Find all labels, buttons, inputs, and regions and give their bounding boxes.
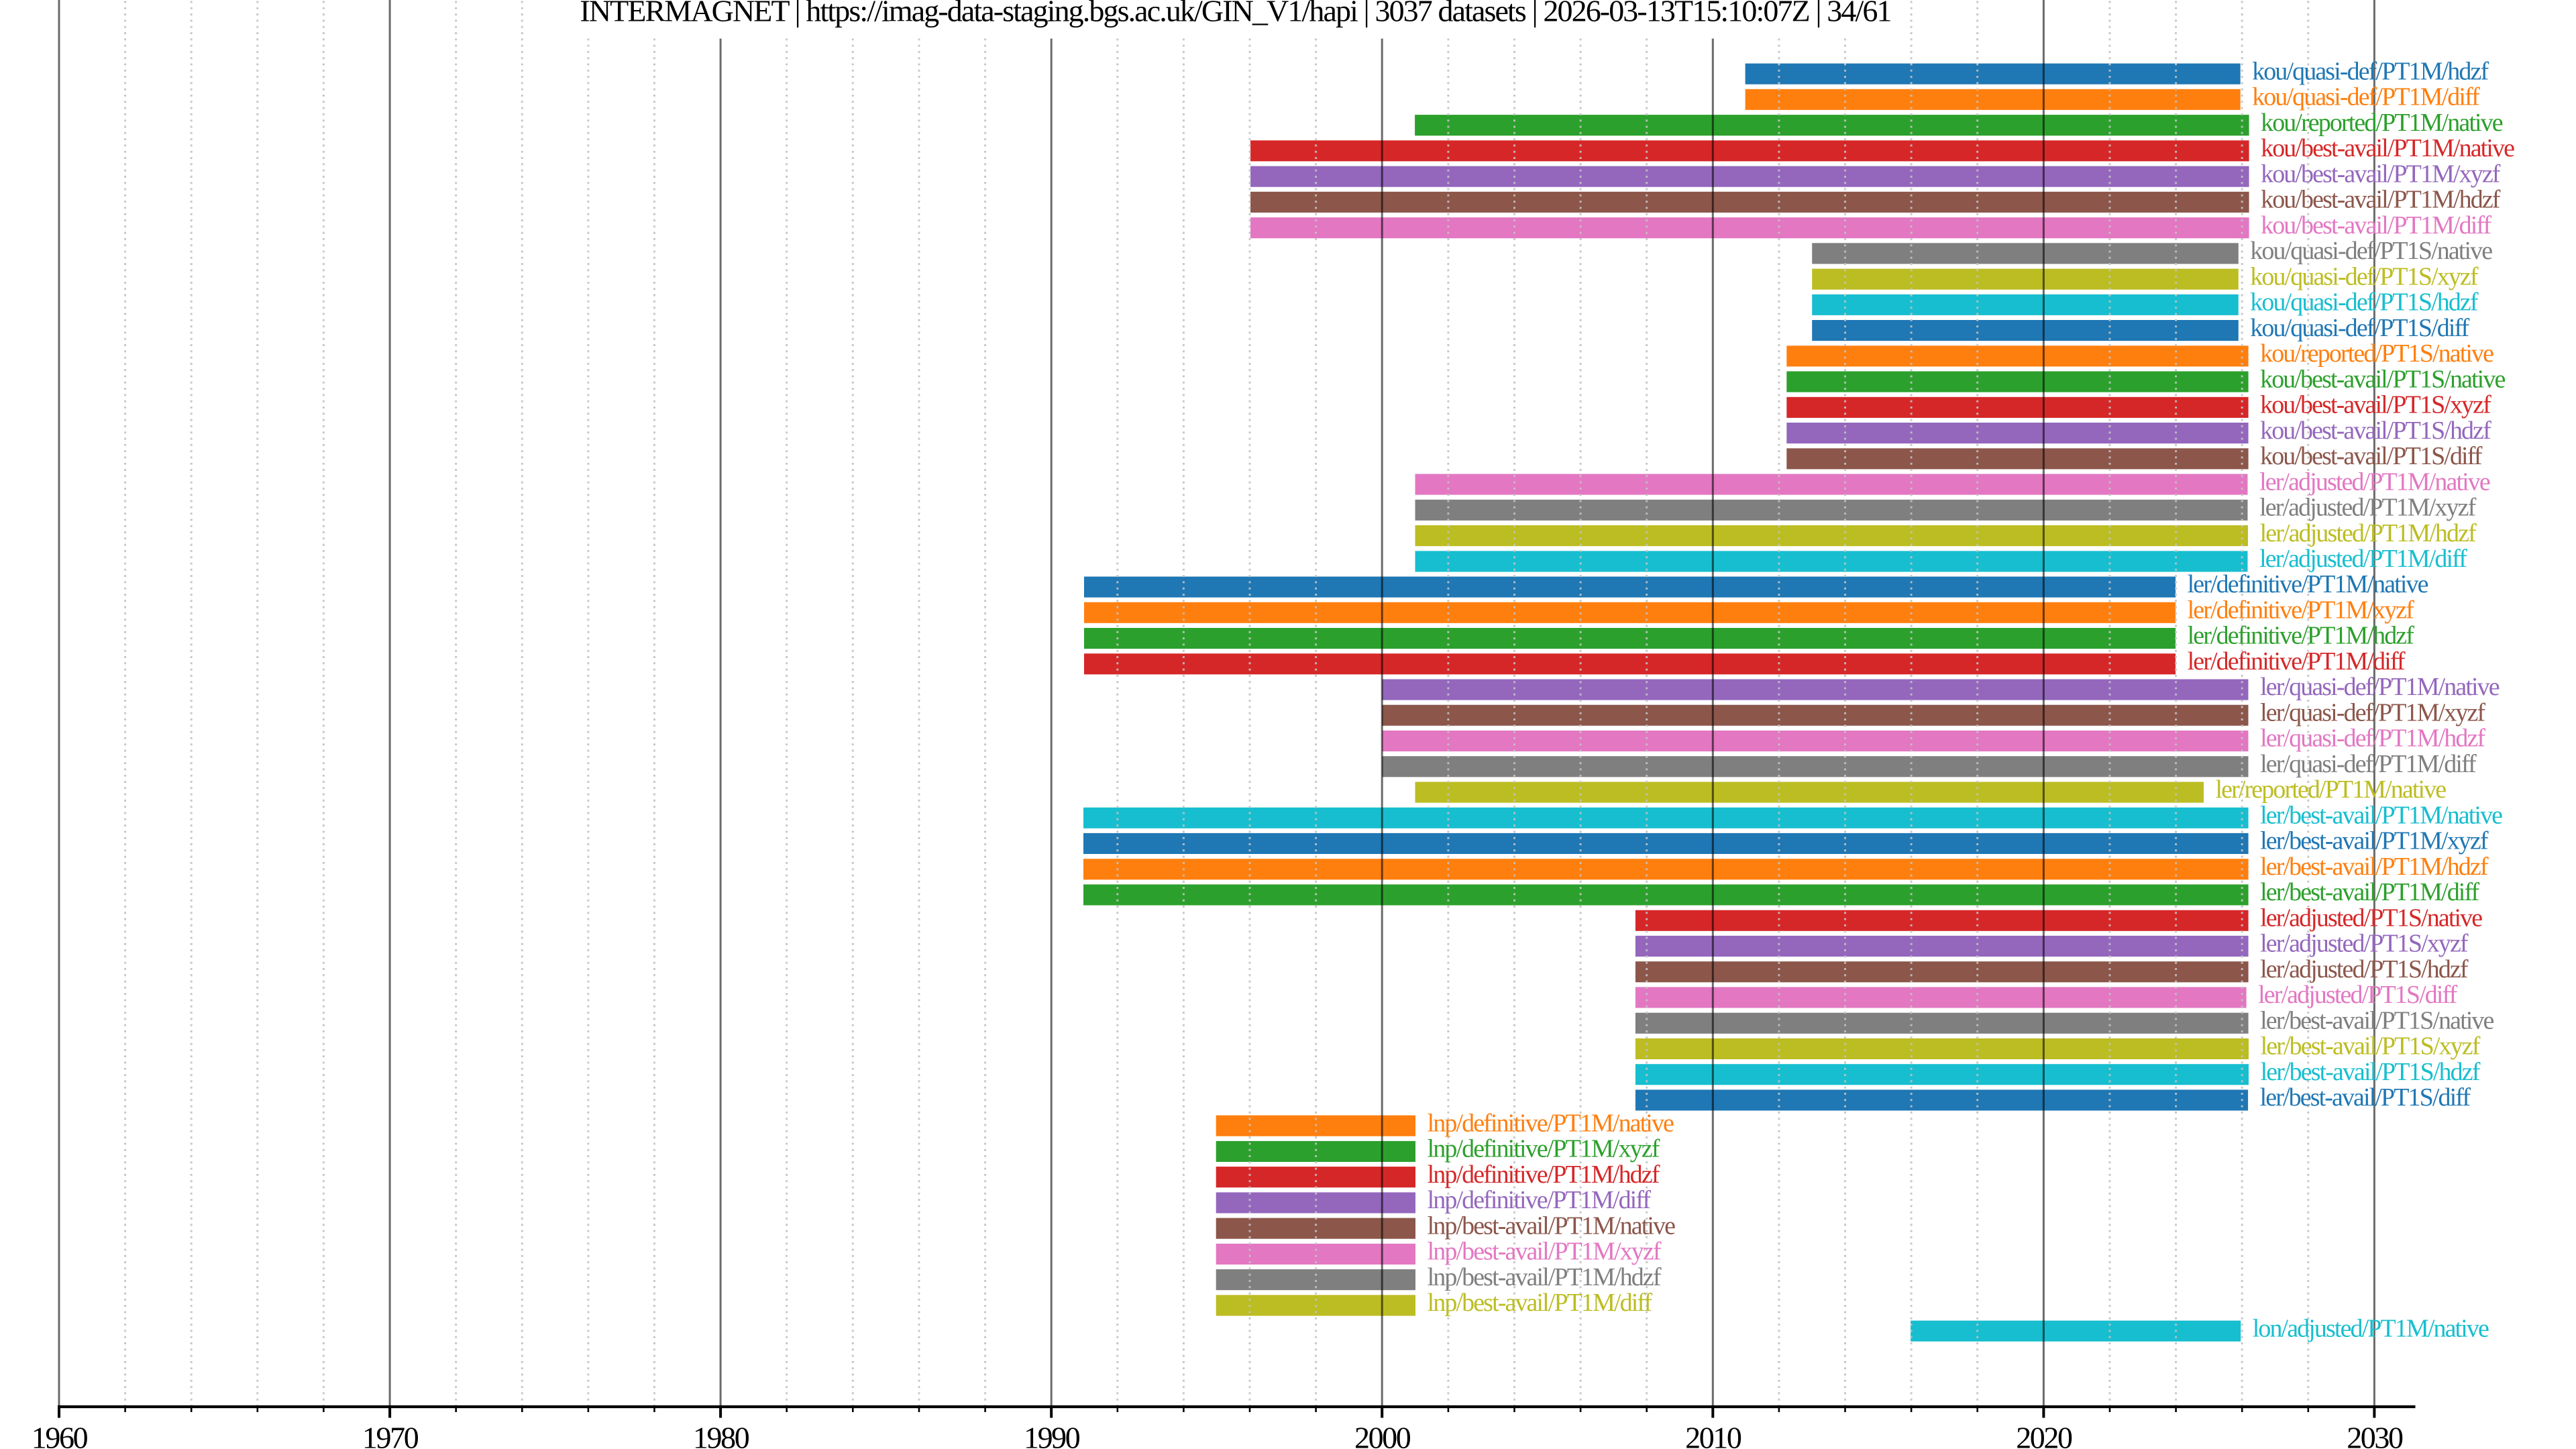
svg-text:kou/best-avail/PT1M/xyzf: kou/best-avail/PT1M/xyzf <box>2261 160 2501 188</box>
svg-text:ler/adjusted/PT1S/native: ler/adjusted/PT1S/native <box>2260 904 2482 932</box>
svg-text:kou/quasi-def/PT1S/diff: kou/quasi-def/PT1S/diff <box>2250 314 2469 342</box>
svg-text:1970: 1970 <box>362 1421 419 1449</box>
svg-text:2000: 2000 <box>1354 1421 1411 1449</box>
svg-text:ler/definitive/PT1M/native: ler/definitive/PT1M/native <box>2188 570 2428 598</box>
svg-text:kou/quasi-def/PT1S/xyzf: kou/quasi-def/PT1S/xyzf <box>2250 262 2479 290</box>
svg-text:lnp/definitive/PT1M/native: lnp/definitive/PT1M/native <box>1428 1109 1674 1137</box>
svg-text:kou/reported/PT1M/native: kou/reported/PT1M/native <box>2261 109 2503 137</box>
svg-text:2020: 2020 <box>2016 1421 2072 1449</box>
svg-text:lnp/best-avail/PT1M/xyzf: lnp/best-avail/PT1M/xyzf <box>1428 1238 1662 1266</box>
svg-text:ler/best-avail/PT1S/native: ler/best-avail/PT1S/native <box>2260 1006 2493 1034</box>
svg-text:ler/definitive/PT1M/hdzf: ler/definitive/PT1M/hdzf <box>2188 622 2415 650</box>
svg-text:ler/adjusted/PT1S/diff: ler/adjusted/PT1S/diff <box>2258 981 2457 1009</box>
svg-text:lnp/definitive/PT1M/hdzf: lnp/definitive/PT1M/hdzf <box>1428 1161 1660 1189</box>
svg-text:kou/reported/PT1S/native: kou/reported/PT1S/native <box>2260 339 2493 368</box>
svg-text:1990: 1990 <box>1024 1421 1080 1449</box>
svg-text:kou/best-avail/PT1S/xyzf: kou/best-avail/PT1S/xyzf <box>2260 391 2491 419</box>
svg-text:ler/best-avail/PT1M/diff: ler/best-avail/PT1M/diff <box>2260 878 2479 906</box>
svg-text:ler/adjusted/PT1S/hdzf: ler/adjusted/PT1S/hdzf <box>2260 955 2469 983</box>
svg-text:kou/best-avail/PT1M/hdzf: kou/best-avail/PT1M/hdzf <box>2261 186 2501 214</box>
svg-text:kou/quasi-def/PT1M/hdzf: kou/quasi-def/PT1M/hdzf <box>2252 57 2489 85</box>
svg-text:kou/quasi-def/PT1S/hdzf: kou/quasi-def/PT1S/hdzf <box>2250 288 2479 317</box>
svg-text:ler/reported/PT1M/native: ler/reported/PT1M/native <box>2216 775 2447 804</box>
svg-text:lnp/best-avail/PT1M/hdzf: lnp/best-avail/PT1M/hdzf <box>1428 1263 1662 1291</box>
svg-text:ler/best-avail/PT1S/xyzf: ler/best-avail/PT1S/xyzf <box>2261 1032 2481 1061</box>
svg-text:kou/quasi-def/PT1M/diff: kou/quasi-def/PT1M/diff <box>2252 83 2480 111</box>
svg-text:ler/quasi-def/PT1M/diff: ler/quasi-def/PT1M/diff <box>2260 750 2477 778</box>
svg-text:ler/adjusted/PT1M/xyzf: ler/adjusted/PT1M/xyzf <box>2259 494 2476 522</box>
svg-text:lnp/best-avail/PT1M/diff: lnp/best-avail/PT1M/diff <box>1428 1289 1653 1317</box>
svg-text:ler/definitive/PT1M/diff: ler/definitive/PT1M/diff <box>2188 647 2406 676</box>
svg-text:ler/definitive/PT1M/xyzf: ler/definitive/PT1M/xyzf <box>2188 596 2415 625</box>
svg-text:INTERMAGNET | https://imag-dat: INTERMAGNET | https://imag-data-staging.… <box>580 0 1890 28</box>
svg-text:ler/best-avail/PT1S/hdzf: ler/best-avail/PT1S/hdzf <box>2261 1058 2481 1086</box>
svg-text:kou/best-avail/PT1M/native: kou/best-avail/PT1M/native <box>2261 134 2514 162</box>
svg-text:kou/quasi-def/PT1S/native: kou/quasi-def/PT1S/native <box>2250 237 2492 265</box>
svg-text:ler/best-avail/PT1M/hdzf: ler/best-avail/PT1M/hdzf <box>2260 853 2489 881</box>
svg-text:kou/best-avail/PT1M/diff: kou/best-avail/PT1M/diff <box>2261 211 2491 239</box>
svg-text:lnp/definitive/PT1M/diff: lnp/definitive/PT1M/diff <box>1428 1186 1652 1214</box>
svg-text:ler/best-avail/PT1M/xyzf: ler/best-avail/PT1M/xyzf <box>2260 827 2489 855</box>
svg-text:2010: 2010 <box>1685 1421 1741 1449</box>
svg-text:1960: 1960 <box>32 1421 88 1449</box>
svg-text:kou/best-avail/PT1S/native: kou/best-avail/PT1S/native <box>2260 365 2505 393</box>
svg-text:ler/quasi-def/PT1M/native: ler/quasi-def/PT1M/native <box>2260 673 2500 701</box>
svg-text:1980: 1980 <box>693 1421 749 1449</box>
svg-text:lnp/definitive/PT1M/xyzf: lnp/definitive/PT1M/xyzf <box>1428 1135 1660 1163</box>
svg-text:ler/best-avail/PT1M/native: ler/best-avail/PT1M/native <box>2260 802 2502 830</box>
svg-text:lon/adjusted/PT1M/native: lon/adjusted/PT1M/native <box>2253 1314 2489 1342</box>
svg-text:ler/quasi-def/PT1M/xyzf: ler/quasi-def/PT1M/xyzf <box>2260 699 2485 727</box>
svg-text:ler/adjusted/PT1M/diff: ler/adjusted/PT1M/diff <box>2259 545 2467 573</box>
svg-text:ler/adjusted/PT1M/hdzf: ler/adjusted/PT1M/hdzf <box>2260 519 2477 547</box>
svg-text:lnp/best-avail/PT1M/native: lnp/best-avail/PT1M/native <box>1428 1212 1676 1240</box>
svg-text:ler/adjusted/PT1M/native: ler/adjusted/PT1M/native <box>2259 468 2490 496</box>
svg-text:kou/best-avail/PT1S/hdzf: kou/best-avail/PT1S/hdzf <box>2260 417 2491 445</box>
svg-text:2030: 2030 <box>2347 1421 2403 1449</box>
svg-text:ler/adjusted/PT1S/xyzf: ler/adjusted/PT1S/xyzf <box>2260 930 2469 958</box>
svg-text:ler/best-avail/PT1S/diff: ler/best-avail/PT1S/diff <box>2260 1083 2471 1112</box>
svg-text:kou/best-avail/PT1S/diff: kou/best-avail/PT1S/diff <box>2260 442 2483 470</box>
svg-text:ler/quasi-def/PT1M/hdzf: ler/quasi-def/PT1M/hdzf <box>2260 724 2485 753</box>
